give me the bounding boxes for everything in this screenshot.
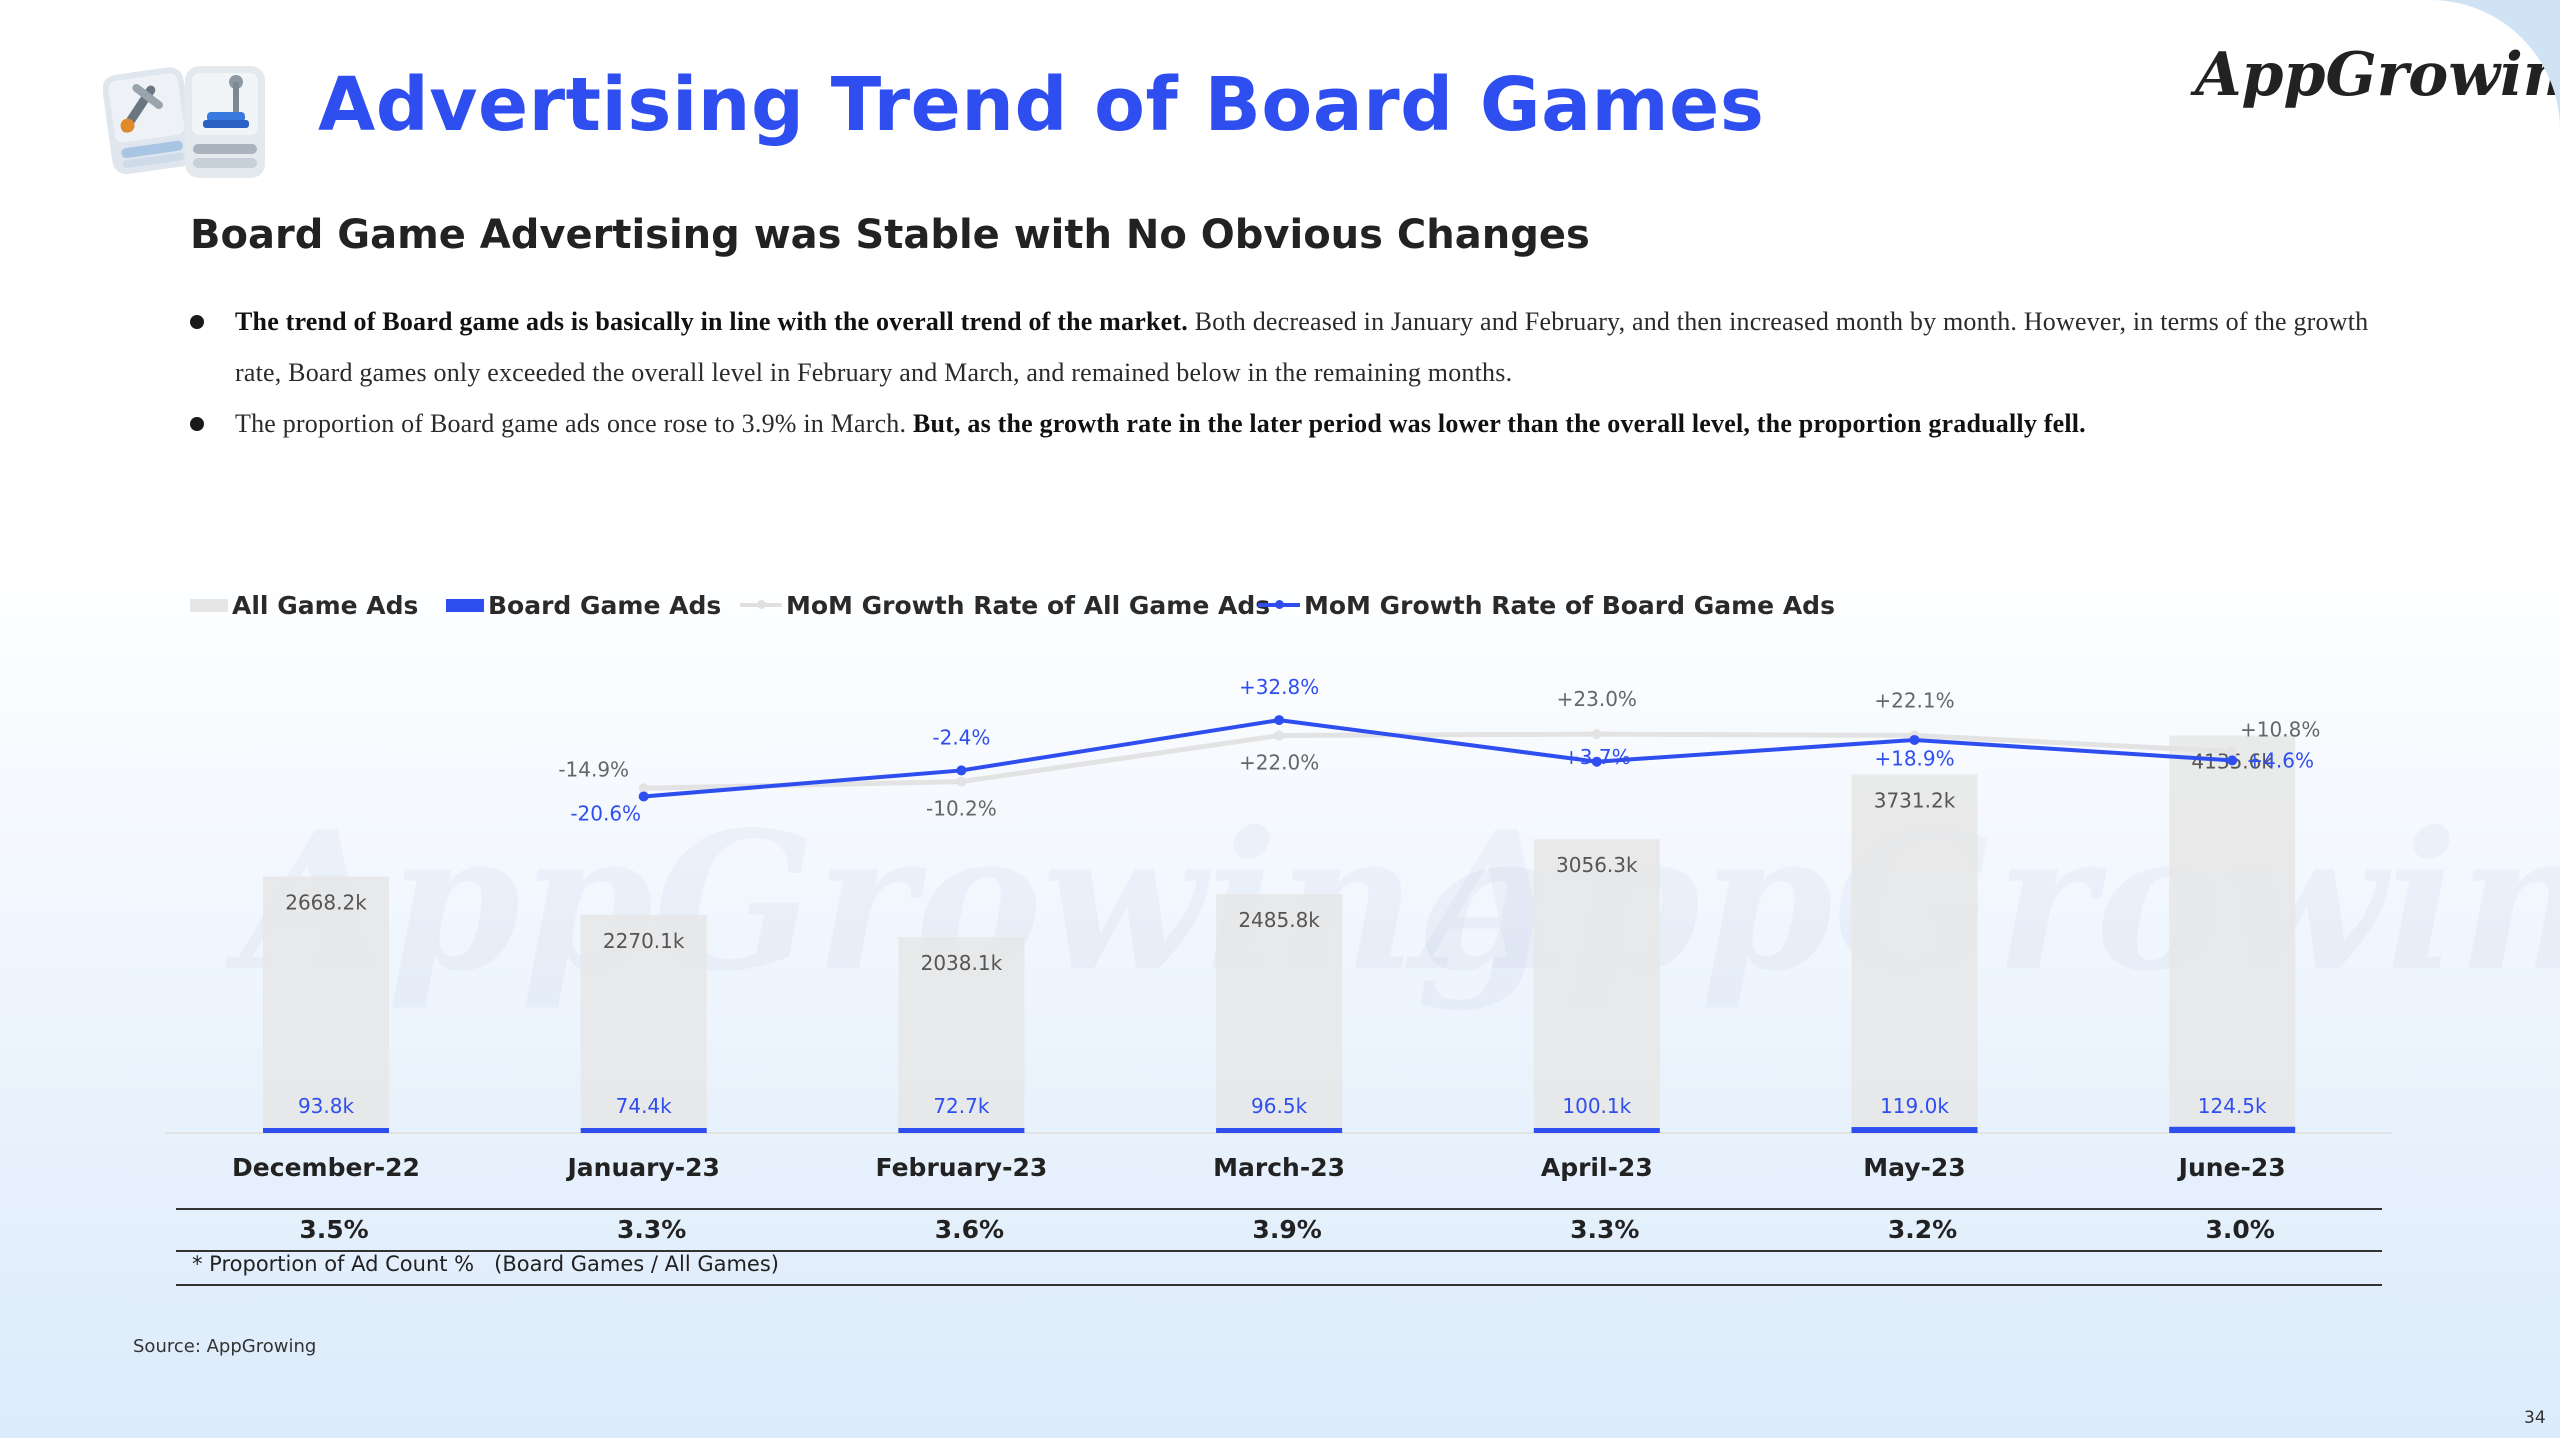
bullet-bold-text: The trend of Board game ads is basically… bbox=[235, 307, 1188, 336]
bar-all-game-ads bbox=[2169, 735, 2296, 1133]
x-tick-label: February-23 bbox=[876, 1153, 1048, 1182]
bar-board-game-ads bbox=[898, 1128, 1025, 1133]
bullet-dot-icon bbox=[190, 315, 204, 329]
bar-all-game-ads bbox=[580, 914, 707, 1133]
bullet-list: The trend of Board game ads is basically… bbox=[188, 296, 2378, 449]
line-label-mom-board-game-ads: +4.6% bbox=[2246, 748, 2314, 772]
x-tick-label: January-23 bbox=[565, 1153, 719, 1182]
legend-line-swatch bbox=[740, 600, 782, 609]
bar-label-board-game-ads: 72.7k bbox=[933, 1094, 990, 1118]
line-label-mom-all-game-ads: +22.1% bbox=[1874, 688, 1954, 712]
proportion-cell: 3.5% bbox=[299, 1215, 369, 1244]
legend-item-board-ads: Board Game Ads bbox=[446, 588, 721, 624]
point-mom-all-game-ads bbox=[638, 783, 649, 794]
point-mom-board-game-ads bbox=[1274, 715, 1285, 726]
legend-line-swatch bbox=[1258, 600, 1300, 609]
x-tick-label: December-22 bbox=[232, 1153, 420, 1182]
bullet-item: The trend of Board game ads is basically… bbox=[188, 296, 2378, 398]
bar-label-all-game-ads: 2038.1k bbox=[921, 951, 1003, 975]
x-tick-label: April-23 bbox=[1541, 1153, 1653, 1182]
bar-board-game-ads bbox=[1851, 1127, 1978, 1133]
bar-label-all-game-ads: 2485.8k bbox=[1238, 908, 1320, 932]
line-label-mom-board-game-ads: +3.7% bbox=[1563, 745, 1631, 769]
line-label-mom-all-game-ads: +23.0% bbox=[1557, 687, 1637, 711]
bar-all-game-ads bbox=[1533, 839, 1660, 1133]
bullet-text: Both decreased in January and February, … bbox=[235, 307, 2369, 387]
bar-label-board-game-ads: 96.5k bbox=[1251, 1094, 1308, 1118]
bullet-dot-icon bbox=[190, 417, 204, 431]
legend-label: MoM Growth Rate of All Game Ads bbox=[786, 591, 1271, 620]
legend-item-board-mom: MoM Growth Rate of Board Game Ads bbox=[1258, 588, 1835, 624]
section-subtitle: Board Game Advertising was Stable with N… bbox=[190, 212, 1590, 258]
proportion-cell: 3.9% bbox=[1252, 1215, 1322, 1244]
bar-label-all-game-ads: 2668.2k bbox=[285, 891, 367, 915]
bar-label-board-game-ads: 100.1k bbox=[1562, 1094, 1631, 1118]
point-mom-board-game-ads bbox=[2227, 755, 2238, 766]
point-mom-board-game-ads bbox=[638, 791, 649, 802]
point-mom-all-game-ads bbox=[2227, 746, 2238, 757]
point-mom-all-game-ads bbox=[1274, 730, 1285, 741]
bar-all-game-ads bbox=[1216, 894, 1343, 1133]
line-label-mom-all-game-ads: -14.9% bbox=[558, 757, 629, 781]
proportion-bottom-rule bbox=[176, 1284, 2382, 1286]
x-tick-label: March-23 bbox=[1213, 1153, 1345, 1182]
bar-board-game-ads bbox=[263, 1128, 389, 1133]
bar-label-board-game-ads: 119.0k bbox=[1880, 1094, 1949, 1118]
legend-label: Board Game Ads bbox=[488, 591, 722, 620]
bar-label-board-game-ads: 74.4k bbox=[616, 1094, 673, 1118]
proportion-cell: 3.6% bbox=[934, 1215, 1005, 1244]
line-label-mom-all-game-ads: +10.8% bbox=[2240, 718, 2320, 742]
bar-label-all-game-ads: 2270.1k bbox=[603, 929, 685, 953]
line-mom-board-game-ads bbox=[643, 718, 2233, 799]
bullet-item: The proportion of Board game ads once ro… bbox=[188, 398, 2378, 449]
proportion-cell: 3.3% bbox=[617, 1215, 687, 1244]
bar-all-game-ads bbox=[1851, 774, 1978, 1133]
appgrowing-logo: AppGrowing bbox=[2195, 40, 2560, 110]
line-label-mom-board-game-ads: +18.9% bbox=[1874, 746, 1954, 770]
board-game-icon bbox=[102, 60, 271, 184]
bullet-bold-text: But, as the growth rate in the later per… bbox=[912, 409, 2086, 438]
legend-swatch bbox=[446, 598, 484, 612]
legend-item-all-mom: MoM Growth Rate of All Game Ads bbox=[740, 588, 1270, 624]
proportion-cell: 3.3% bbox=[1570, 1215, 1640, 1244]
legend-item-all-ads: All Game Ads bbox=[190, 588, 418, 624]
legend-label: MoM Growth Rate of Board Game Ads bbox=[1304, 591, 1835, 620]
bar-board-game-ads bbox=[1216, 1128, 1343, 1133]
proportion-row: 3.5% 3.3% 3.6% 3.9% 3.3% 3.2% 3.0% bbox=[176, 1208, 2382, 1252]
source-note: Source: AppGrowing bbox=[133, 1336, 317, 1357]
bar-label-board-game-ads: 124.5k bbox=[2198, 1094, 2267, 1118]
bar-all-game-ads bbox=[263, 876, 389, 1133]
point-mom-board-game-ads bbox=[956, 765, 967, 776]
legend-swatch bbox=[190, 598, 228, 612]
line-label-mom-board-game-ads: -20.6% bbox=[570, 801, 641, 825]
bullet-text: The proportion of Board game ads once ro… bbox=[235, 409, 913, 438]
bar-all-game-ads bbox=[898, 937, 1025, 1133]
point-mom-all-game-ads bbox=[956, 776, 967, 787]
line-label-mom-board-game-ads: +32.8% bbox=[1239, 675, 1319, 699]
point-mom-all-game-ads bbox=[1591, 729, 1602, 740]
bar-label-board-game-ads: 93.8k bbox=[298, 1094, 355, 1118]
line-label-mom-board-game-ads: -2.4% bbox=[932, 725, 990, 749]
proportion-cell: 3.0% bbox=[2205, 1215, 2275, 1244]
bar-board-game-ads bbox=[2169, 1126, 2296, 1133]
page-number: 34 bbox=[2524, 1408, 2546, 1428]
bar-board-game-ads bbox=[580, 1128, 707, 1133]
bar-board-game-ads bbox=[1533, 1127, 1660, 1133]
point-mom-board-game-ads bbox=[1909, 734, 1920, 745]
bar-label-all-game-ads: 3731.2k bbox=[1874, 788, 1956, 812]
line-mom-all-game-ads bbox=[643, 731, 2233, 791]
x-tick-label: June-23 bbox=[2177, 1153, 2286, 1182]
legend-label: All Game Ads bbox=[232, 591, 419, 620]
bar-label-all-game-ads: 3056.3k bbox=[1556, 853, 1638, 877]
proportion-cell: 3.2% bbox=[1887, 1215, 1958, 1244]
page-title: Advertising Trend of Board Games bbox=[318, 62, 1765, 148]
line-label-mom-all-game-ads: +22.0% bbox=[1239, 751, 1319, 775]
x-tick-label: May-23 bbox=[1863, 1153, 1965, 1182]
line-label-mom-all-game-ads: -10.2% bbox=[926, 797, 997, 821]
point-mom-board-game-ads bbox=[1591, 756, 1602, 767]
proportion-note: * Proportion of Ad Count % (Board Games … bbox=[192, 1252, 779, 1276]
